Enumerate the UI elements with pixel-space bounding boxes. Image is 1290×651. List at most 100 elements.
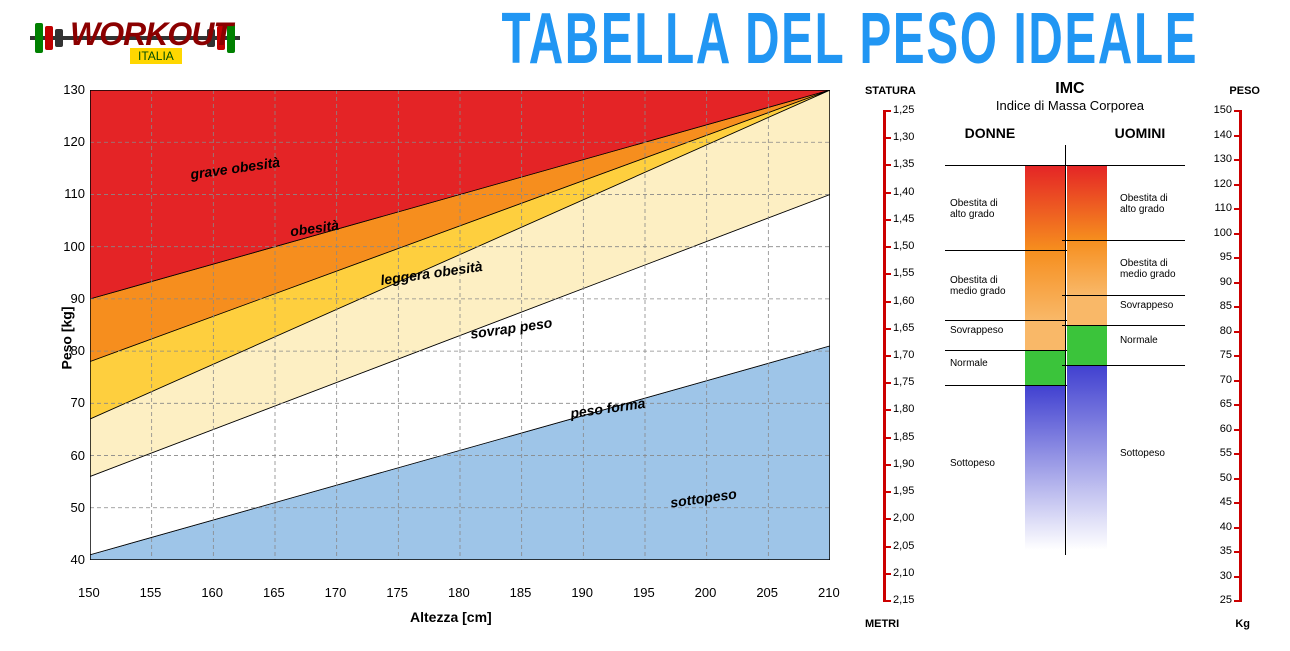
peso-tick: 90 <box>1220 276 1232 288</box>
peso-tick: 110 <box>1214 202 1232 214</box>
imc-bar <box>1067 295 1107 325</box>
statura-tick: 1,65 <box>893 322 914 334</box>
statura-tick: 1,55 <box>893 267 914 279</box>
x-tick: 210 <box>818 585 840 600</box>
peso-tick: 25 <box>1220 594 1232 606</box>
imc-category-label: Obestita di alto grado <box>1120 193 1185 215</box>
y-axis-label: Peso [kg] <box>59 306 75 369</box>
statura-tick: 2,10 <box>893 567 914 579</box>
imc-bar <box>1025 385 1065 550</box>
imc-bar <box>1067 325 1107 365</box>
statura-tick: 1,95 <box>893 485 914 497</box>
peso-tick: 85 <box>1220 300 1232 312</box>
metri-unit: METRI <box>865 618 899 630</box>
peso-tick: 30 <box>1220 570 1232 582</box>
imc-bar <box>1025 350 1065 385</box>
peso-tick: 45 <box>1220 496 1232 508</box>
y-tick: 70 <box>60 395 85 410</box>
peso-tick: 50 <box>1220 472 1232 484</box>
imc-bar <box>1067 365 1107 550</box>
x-tick: 200 <box>695 585 717 600</box>
content: Peso [kg] Altezza [cm] 40 50 60 70 80 90 100 11… <box>0 80 1290 630</box>
peso-tick: 55 <box>1220 447 1232 459</box>
statura-tick: 1,70 <box>893 349 914 361</box>
statura-tick: 1,75 <box>893 376 914 388</box>
imc-bar <box>1067 165 1107 240</box>
x-tick: 170 <box>325 585 347 600</box>
col-uomini: UOMINI <box>1100 125 1180 141</box>
imc-category-label: Normale <box>1120 335 1185 346</box>
page-title: TABELLA DEL PESO IDEALE <box>502 0 1199 80</box>
imc-panel: STATURA IMC Indice di Massa Corporea PES… <box>865 80 1260 630</box>
x-tick: 190 <box>571 585 593 600</box>
imc-title: IMC <box>1005 80 1135 98</box>
imc-category-label: Sottopeso <box>950 458 1015 469</box>
logo: WORKOUT ITALIA <box>30 8 240 68</box>
statura-tick: 1,30 <box>893 131 914 143</box>
y-tick: 100 <box>60 239 85 254</box>
x-tick: 155 <box>140 585 162 600</box>
imc-bar <box>1067 240 1107 295</box>
imc-bar <box>1025 165 1065 250</box>
y-tick: 50 <box>60 500 85 515</box>
peso-tick: 140 <box>1214 129 1232 141</box>
imc-bar <box>1025 320 1065 350</box>
center-divider <box>1065 145 1067 555</box>
statura-tick: 2,05 <box>893 540 914 552</box>
y-tick: 40 <box>60 552 85 567</box>
peso-tick: 120 <box>1214 178 1232 190</box>
statura-tick: 2,15 <box>893 594 914 606</box>
y-tick: 80 <box>60 343 85 358</box>
imc-category-label: Obestita di medio grado <box>950 275 1015 297</box>
bmi-chart: Peso [kg] Altezza [cm] 40 50 60 70 80 90 100 11… <box>30 80 830 630</box>
statura-tick: 1,25 <box>893 104 914 116</box>
kg-unit: Kg <box>1235 618 1250 630</box>
x-axis-label: Altezza [cm] <box>410 609 492 625</box>
x-tick: 160 <box>201 585 223 600</box>
statura-tick: 1,60 <box>893 295 914 307</box>
peso-tick: 95 <box>1220 251 1232 263</box>
imc-subtitle: Indice di Massa Corporea <box>975 98 1165 113</box>
header: WORKOUT ITALIA TABELLA DEL PESO IDEALE <box>0 0 1290 80</box>
statura-tick: 1,45 <box>893 213 914 225</box>
statura-tick: 1,50 <box>893 240 914 252</box>
peso-tick: 80 <box>1220 325 1232 337</box>
statura-tick: 2,00 <box>893 512 914 524</box>
y-tick: 90 <box>60 291 85 306</box>
x-tick: 180 <box>448 585 470 600</box>
peso-tick: 130 <box>1214 153 1232 165</box>
imc-category-label: Obestita di medio grado <box>1120 258 1185 280</box>
peso-tick: 40 <box>1220 521 1232 533</box>
y-tick: 120 <box>60 134 85 149</box>
imc-category-label: Obestita di alto grado <box>950 198 1015 220</box>
statura-tick: 1,35 <box>893 158 914 170</box>
statura-tick: 1,80 <box>893 403 914 415</box>
x-tick: 185 <box>510 585 532 600</box>
imc-category-label: Sottopeso <box>1120 448 1185 459</box>
peso-tick: 60 <box>1220 423 1232 435</box>
statura-label: STATURA <box>865 85 916 97</box>
x-tick: 175 <box>386 585 408 600</box>
col-donne: DONNE <box>950 125 1030 141</box>
x-tick: 150 <box>78 585 100 600</box>
x-tick: 205 <box>756 585 778 600</box>
peso-tick: 100 <box>1214 227 1232 239</box>
peso-label: PESO <box>1229 85 1260 97</box>
imc-category-label: Sovrappeso <box>1120 300 1185 311</box>
imc-category-label: Normale <box>950 358 1015 369</box>
statura-tick: 1,90 <box>893 458 914 470</box>
y-tick: 130 <box>60 82 85 97</box>
imc-category-label: Sovrappeso <box>950 325 1015 336</box>
peso-tick: 65 <box>1220 398 1232 410</box>
peso-tick: 150 <box>1214 104 1232 116</box>
logo-subtext: ITALIA <box>130 48 182 64</box>
statura-tick: 1,40 <box>893 186 914 198</box>
x-tick: 165 <box>263 585 285 600</box>
peso-tick: 35 <box>1220 545 1232 557</box>
peso-tick: 75 <box>1220 349 1232 361</box>
y-tick: 110 <box>60 186 85 201</box>
y-tick: 60 <box>60 448 85 463</box>
imc-bar <box>1025 250 1065 320</box>
x-tick: 195 <box>633 585 655 600</box>
peso-tick: 70 <box>1220 374 1232 386</box>
